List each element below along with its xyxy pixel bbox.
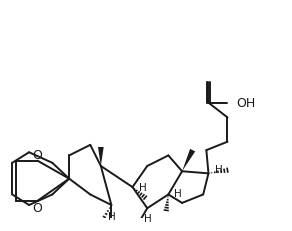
Text: H: H: [107, 211, 115, 221]
Text: H: H: [174, 188, 182, 198]
Text: H: H: [215, 164, 222, 174]
Text: H: H: [144, 213, 152, 223]
Polygon shape: [182, 149, 195, 171]
Polygon shape: [98, 147, 104, 166]
Text: H: H: [139, 182, 146, 192]
Text: OH: OH: [236, 97, 255, 110]
Text: O: O: [33, 148, 42, 161]
Text: O: O: [33, 201, 42, 214]
